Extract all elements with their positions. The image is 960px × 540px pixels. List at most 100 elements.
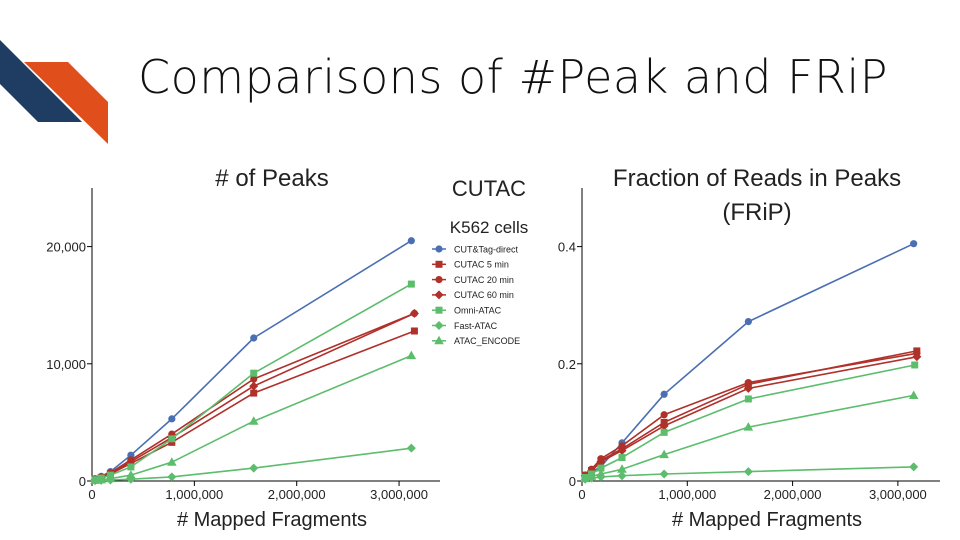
series-atac-encode	[90, 350, 417, 484]
data-point	[168, 438, 176, 446]
chart-legend: CUTAC K562 cells CUT&Tag-direct CUTAC 5 m…	[432, 176, 528, 346]
legend-label: Omni-ATAC	[454, 306, 502, 316]
data-point	[409, 308, 419, 318]
slide-logo	[0, 40, 108, 144]
data-point	[912, 352, 922, 362]
peaks-chart: 0 1,000,000 2,000,000 3,000,000 0 10,000 20,00…	[46, 165, 440, 531]
legend-item-cutac-60-min: CUTAC 60 min	[432, 290, 514, 300]
data-point	[96, 474, 107, 484]
series-cutac-20-min	[581, 349, 921, 479]
series-line-cutac-5-min	[584, 350, 917, 476]
data-point	[597, 464, 605, 472]
legend-marker	[434, 290, 444, 300]
data-point	[596, 457, 606, 467]
legend-item-atac-encode: ATAC_ENCODE	[432, 335, 520, 346]
data-point	[250, 334, 258, 342]
legend-label: CUTAC 60 min	[454, 290, 514, 300]
legend-marker	[435, 306, 443, 314]
series-cut-tag-direct	[91, 237, 415, 483]
data-point	[168, 415, 176, 423]
chart-title: Fraction of Reads in Peaks	[613, 165, 901, 192]
data-point	[659, 469, 669, 479]
data-point	[126, 470, 136, 479]
data-point	[105, 473, 116, 483]
y-tick-label: 0.4	[558, 240, 576, 255]
data-point	[909, 462, 919, 472]
data-point	[617, 464, 627, 473]
series-cutac-5-min	[581, 347, 921, 479]
x-axis-title: # Mapped Fragments	[672, 509, 862, 531]
data-point	[250, 375, 258, 383]
data-point	[743, 422, 754, 431]
legend-item-cut-tag-direct: CUT&Tag-direct	[432, 244, 519, 254]
legend-item-omni-atac: Omni-ATAC	[432, 306, 502, 316]
data-point	[743, 383, 753, 393]
data-point	[248, 416, 259, 425]
series-line-cutac-5-min	[94, 330, 415, 481]
data-point	[168, 435, 176, 443]
x-tick-label: 0	[88, 487, 95, 502]
chart-subtitle: (FRiP)	[722, 199, 791, 226]
legend-marker	[434, 335, 444, 345]
data-point	[596, 468, 606, 478]
series-fast-atac	[90, 443, 416, 486]
x-tick-label: 3,000,000	[370, 487, 428, 502]
legend-label: CUT&Tag-direct	[454, 244, 519, 254]
data-point	[250, 389, 258, 397]
series-line-cut-tag-direct	[94, 240, 412, 480]
legend-label: ATAC_ENCODE	[454, 336, 520, 346]
chart-title: # of Peaks	[215, 165, 328, 192]
y-tick-label: 0	[569, 474, 576, 489]
series-cutac-60-min	[580, 352, 922, 481]
legend-item-cutac-20-min: CUTAC 20 min	[432, 275, 514, 285]
data-point	[167, 472, 177, 482]
series-line-cutac-20-min	[584, 352, 917, 476]
data-point	[618, 442, 626, 450]
legend-marker	[435, 276, 443, 284]
x-tick-label: 2,000,000	[764, 487, 822, 502]
data-point	[744, 318, 752, 326]
y-tick-label: 20,000	[46, 240, 86, 255]
y-tick-label: 10,000	[46, 357, 86, 372]
data-point	[407, 237, 415, 245]
data-point	[127, 463, 135, 471]
slide-title: Comparisons of #Peak and FRiP	[138, 50, 888, 104]
legend-label: CUTAC 20 min	[454, 275, 514, 285]
data-point	[908, 390, 919, 399]
y-tick-label: 0.2	[558, 357, 576, 372]
data-point	[910, 240, 918, 248]
data-point	[659, 421, 669, 431]
legend-items: CUT&Tag-direct CUTAC 5 min CUTAC 20 min CUT…	[432, 244, 520, 346]
data-point	[407, 280, 415, 288]
legend-item-cutac-5-min: CUTAC 5 min	[432, 260, 509, 270]
x-tick-label: 2,000,000	[268, 487, 326, 502]
legend-label: Fast-ATAC	[454, 321, 498, 331]
data-point	[659, 449, 669, 459]
legend-item-fast-atac: Fast-ATAC	[432, 321, 498, 331]
data-point	[744, 378, 752, 387]
data-point	[250, 369, 258, 377]
data-point	[660, 428, 668, 436]
data-point	[617, 471, 627, 481]
data-point	[660, 411, 668, 419]
x-tick-label: 0	[578, 487, 585, 502]
data-point	[410, 327, 418, 335]
legend-marker	[435, 260, 443, 268]
logo-navy-chevron	[0, 40, 82, 122]
data-point	[167, 457, 177, 466]
legend-marker	[435, 245, 443, 253]
data-point	[660, 390, 668, 398]
logo-orange-chevron	[24, 62, 108, 144]
x-tick-label: 1,000,000	[165, 487, 223, 502]
series-atac-encode	[580, 390, 919, 483]
data-point	[580, 473, 590, 483]
legend-label: CUTAC 5 min	[454, 260, 509, 270]
x-tick-label: 1,000,000	[658, 487, 716, 502]
y-tick-label: 0	[79, 474, 86, 489]
legend-heading: CUTAC	[452, 176, 526, 201]
data-point	[249, 381, 259, 391]
data-point	[618, 454, 626, 462]
legend-marker	[434, 321, 444, 330]
legend-subheading: K562 cells	[450, 218, 528, 237]
